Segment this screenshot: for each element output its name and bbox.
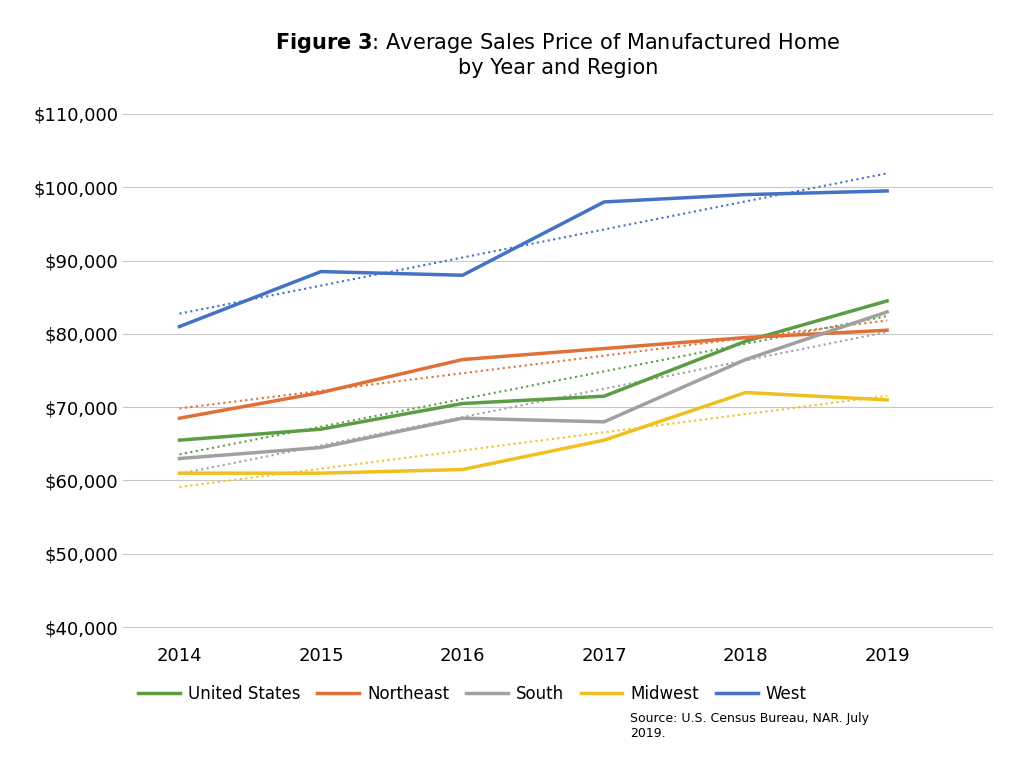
Line: Northeast: Northeast: [179, 330, 887, 418]
South: [457, 413, 469, 422]
Line: Midwest: Midwest: [179, 393, 887, 473]
South: [739, 355, 752, 364]
Midwest: [173, 468, 185, 478]
West: [173, 322, 185, 331]
Line: West: West: [179, 191, 887, 326]
South: [598, 417, 610, 426]
Midwest: [739, 388, 752, 397]
West: [739, 190, 752, 199]
West: [598, 197, 610, 206]
United States: [881, 296, 893, 306]
United States: [314, 425, 327, 434]
South: [314, 443, 327, 452]
Title: $\bf{Figure\ 3}$: Average Sales Price of Manufactured Home
by Year and Region: $\bf{Figure\ 3}$: Average Sales Price of…: [275, 31, 841, 79]
Legend: United States, Northeast, South, Midwest, West: United States, Northeast, South, Midwest…: [131, 678, 814, 709]
West: [881, 186, 893, 196]
Northeast: [598, 344, 610, 353]
Northeast: [739, 333, 752, 342]
Northeast: [881, 325, 893, 335]
South: [173, 454, 185, 463]
Midwest: [457, 465, 469, 474]
West: [314, 267, 327, 276]
Northeast: [314, 388, 327, 397]
Northeast: [173, 413, 185, 422]
United States: [739, 337, 752, 346]
Midwest: [881, 395, 893, 404]
Line: United States: United States: [179, 301, 887, 440]
Midwest: [598, 435, 610, 445]
Northeast: [457, 355, 469, 364]
West: [457, 270, 469, 280]
Line: South: South: [179, 312, 887, 458]
United States: [457, 399, 469, 408]
Text: Source: U.S. Census Bureau, NAR. July
2019.: Source: U.S. Census Bureau, NAR. July 20…: [630, 712, 868, 740]
Midwest: [314, 468, 327, 478]
United States: [598, 392, 610, 401]
United States: [173, 435, 185, 445]
South: [881, 307, 893, 316]
